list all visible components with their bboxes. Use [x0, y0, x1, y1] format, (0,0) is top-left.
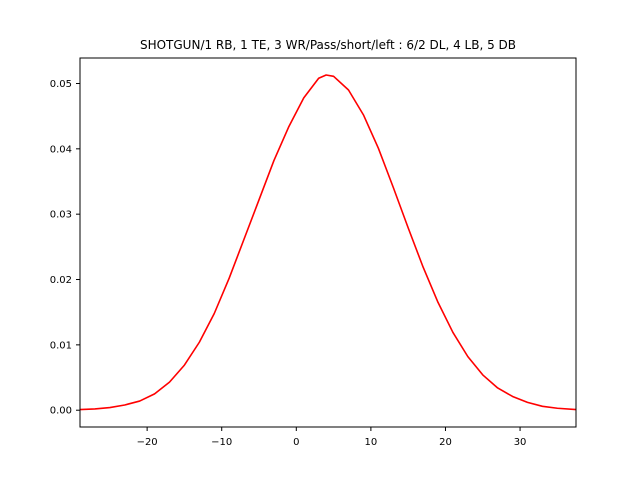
- series-line-0: [79, 74, 577, 411]
- x-tick-label: −20: [137, 437, 158, 448]
- y-axis: 0.00 0.01 0.02 0.03 0.04 0.05: [50, 79, 80, 417]
- plot-frame: [79, 57, 577, 428]
- chart-title: SHOTGUN/1 RB, 1 TE, 3 WR/Pass/short/left…: [140, 38, 516, 52]
- x-tick-label: 20: [439, 437, 452, 448]
- x-tick-label: −10: [211, 437, 232, 448]
- y-tick-label: 0.01: [50, 340, 72, 351]
- y-tick-label: 0.02: [50, 275, 72, 286]
- x-axis: −20 −10 0 10 20 30: [137, 427, 527, 448]
- y-tick-label: 0.05: [50, 79, 72, 90]
- y-tick-label: 0.03: [50, 210, 72, 221]
- x-tick-label: 30: [514, 437, 527, 448]
- y-tick-label: 0.04: [50, 144, 72, 155]
- x-tick-label: 10: [365, 437, 378, 448]
- x-tick-label: 0: [293, 437, 299, 448]
- y-tick-label: 0.00: [50, 406, 72, 417]
